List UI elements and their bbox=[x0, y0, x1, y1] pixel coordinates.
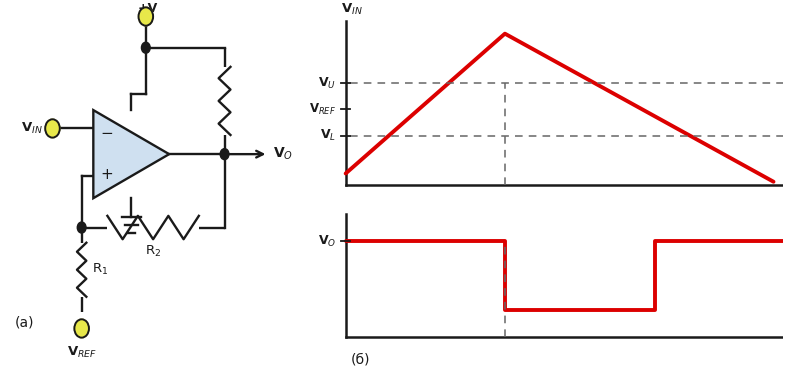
Text: +: + bbox=[100, 167, 113, 182]
Text: −: − bbox=[100, 127, 113, 141]
Text: V$_{REF}$: V$_{REF}$ bbox=[309, 102, 336, 117]
Text: +V: +V bbox=[137, 2, 157, 15]
Text: V$_{IN}$: V$_{IN}$ bbox=[341, 2, 363, 17]
Text: (б): (б) bbox=[351, 352, 370, 366]
Text: V$_{IN}$: V$_{IN}$ bbox=[21, 121, 42, 136]
Text: (а): (а) bbox=[14, 316, 34, 330]
Text: V$_U$: V$_U$ bbox=[318, 76, 336, 91]
Circle shape bbox=[78, 222, 86, 233]
Text: V$_{REF}$: V$_{REF}$ bbox=[66, 345, 97, 360]
Circle shape bbox=[138, 7, 153, 26]
Circle shape bbox=[141, 42, 150, 53]
Text: V$_O$: V$_O$ bbox=[272, 146, 293, 162]
Text: V$_L$: V$_L$ bbox=[320, 128, 336, 143]
Circle shape bbox=[46, 119, 60, 138]
Circle shape bbox=[221, 149, 229, 160]
Text: R$_2$: R$_2$ bbox=[145, 244, 161, 259]
Text: R$_1$: R$_1$ bbox=[92, 262, 108, 277]
Polygon shape bbox=[93, 110, 169, 198]
Circle shape bbox=[74, 319, 89, 338]
Text: V$_O$: V$_O$ bbox=[318, 234, 336, 249]
